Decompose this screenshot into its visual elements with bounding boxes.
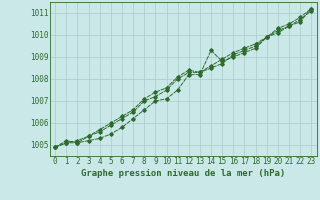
X-axis label: Graphe pression niveau de la mer (hPa): Graphe pression niveau de la mer (hPa) [81, 169, 285, 178]
